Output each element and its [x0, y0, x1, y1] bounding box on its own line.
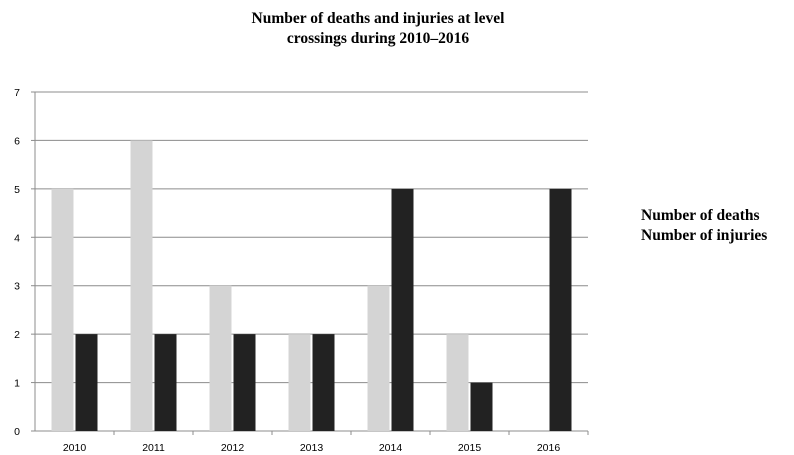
y-tick-label: 2 [14, 329, 20, 341]
y-tick-label: 0 [14, 426, 20, 438]
bar-injuries-2010 [75, 334, 98, 431]
chart-title-line-1: Number of deaths and injuries at level [251, 10, 505, 27]
chart-title-line-2: crossings during 2010–2016 [286, 30, 470, 47]
bar-deaths-2014 [367, 285, 390, 431]
chart-title: Number of deaths and injuries at level c… [178, 9, 578, 49]
x-tick-labels: 2010 2011 2012 2013 2014 2015 2016 [63, 442, 561, 454]
bar-deaths-2013 [288, 334, 311, 431]
legend: Number of deaths Number of injuries [641, 206, 767, 246]
y-tick-label: 3 [14, 281, 20, 293]
axes [31, 91, 589, 435]
y-tick-label: 1 [14, 378, 20, 390]
bar-injuries-2016 [549, 188, 572, 431]
x-tick-label: 2016 [537, 442, 561, 454]
bar-deaths-2010 [51, 188, 74, 431]
bar-injuries-2014 [391, 188, 414, 431]
x-tick-label: 2013 [300, 442, 324, 454]
bar-deaths-2012 [209, 285, 232, 431]
bar-injuries-2013 [312, 334, 335, 431]
x-tick-label: 2014 [379, 442, 403, 454]
x-tick-label: 2010 [63, 442, 87, 454]
bars [51, 140, 572, 431]
bar-injuries-2015 [470, 382, 493, 431]
gridlines [35, 91, 588, 384]
y-tick-label: 5 [14, 184, 20, 196]
bar-deaths-2015 [446, 334, 469, 431]
x-tick-label: 2012 [221, 442, 245, 454]
bar-injuries-2011 [154, 334, 177, 431]
bar-injuries-2012 [233, 334, 256, 431]
y-tick-label: 7 [14, 87, 20, 99]
y-tick-label: 6 [14, 135, 20, 147]
legend-item-deaths: Number of deaths [641, 207, 760, 224]
y-tick-labels: 0 1 2 3 4 5 6 7 [14, 87, 20, 438]
y-tick-label: 4 [14, 232, 20, 244]
bar-deaths-2011 [130, 140, 153, 431]
x-tick-label: 2015 [458, 442, 482, 454]
legend-item-injuries: Number of injuries [641, 227, 768, 244]
x-tick-label: 2011 [142, 442, 165, 454]
